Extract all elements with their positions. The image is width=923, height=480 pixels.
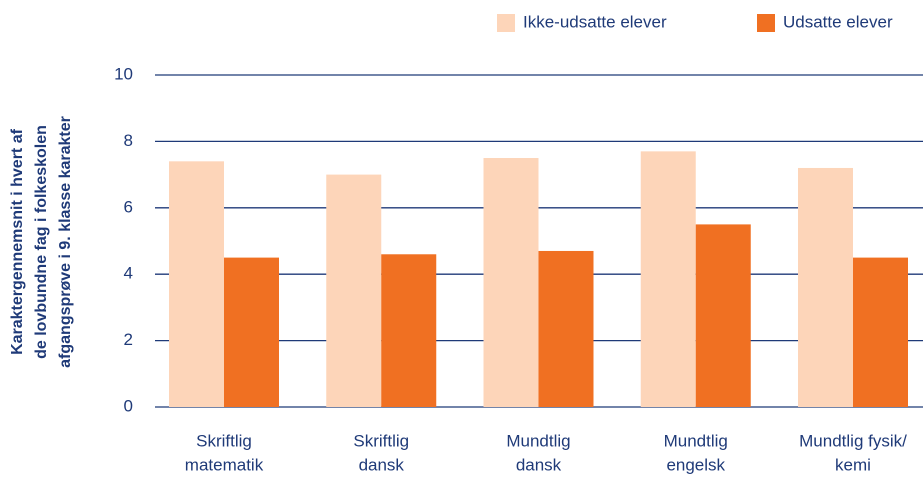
- y-axis-label: Karaktergennemsnit i hvert af: [9, 128, 26, 355]
- x-tick-label: dansk: [516, 455, 562, 474]
- bar: [224, 257, 279, 407]
- y-axis-label: de lovbundne fag i folkeskolen: [33, 125, 50, 359]
- bar: [169, 161, 224, 407]
- x-tick-label: Skriftlig: [353, 431, 409, 450]
- bar: [483, 158, 539, 407]
- bar: [695, 224, 751, 407]
- x-tick-label: matematik: [185, 455, 264, 474]
- x-tick-label: engelsk: [666, 455, 725, 474]
- bar: [538, 250, 594, 407]
- x-tick-label: Mundtlig fysik/: [799, 431, 907, 450]
- bar: [798, 167, 853, 407]
- legend-label: Udsatte elever: [783, 12, 893, 31]
- x-tick-label: dansk: [359, 455, 405, 474]
- bar: [640, 151, 696, 407]
- x-tick-label: kemi: [835, 455, 871, 474]
- bar: [381, 254, 437, 407]
- y-tick-label: 4: [124, 264, 133, 283]
- y-tick-label: 8: [124, 131, 133, 150]
- y-tick-label: 6: [124, 197, 133, 216]
- bar: [853, 257, 908, 407]
- y-axis-label: afgangsprøve i 9. klasse karakter: [57, 116, 74, 368]
- legend-swatch: [497, 14, 515, 32]
- legend-swatch: [757, 14, 775, 32]
- legend-label: Ikke-udsatte elever: [523, 12, 667, 31]
- y-tick-label: 10: [114, 64, 133, 83]
- x-tick-label: Mundtlig: [506, 431, 570, 450]
- y-tick-label: 0: [124, 396, 133, 415]
- y-tick-label: 2: [124, 330, 133, 349]
- x-tick-label: Mundtlig: [664, 431, 728, 450]
- x-tick-label: Skriftlig: [196, 431, 252, 450]
- bar: [326, 174, 382, 407]
